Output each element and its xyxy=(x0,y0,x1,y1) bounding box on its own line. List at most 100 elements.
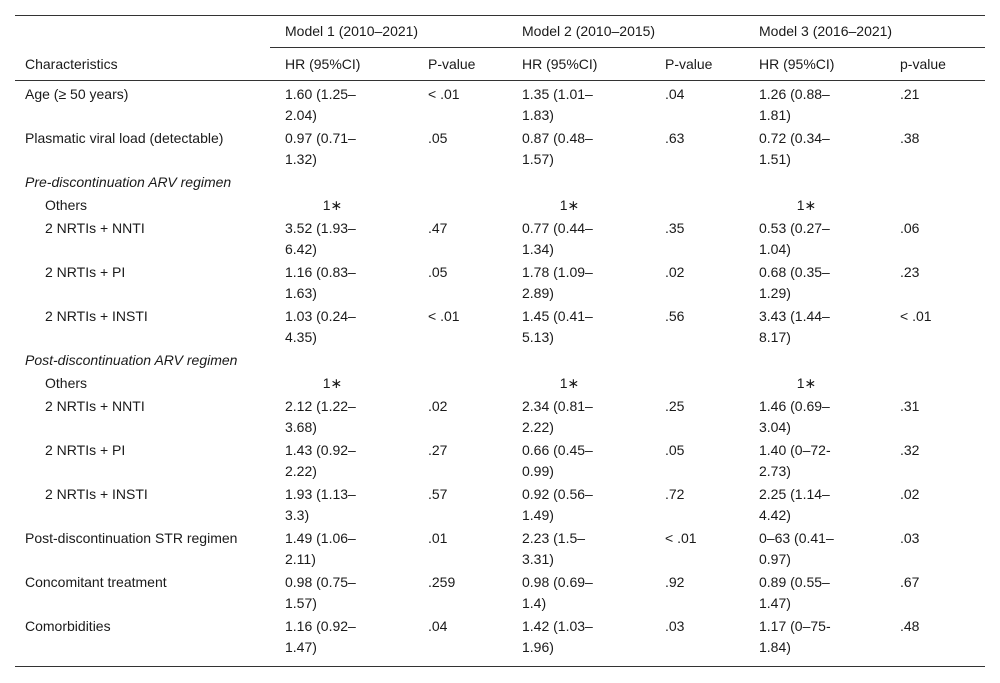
p-value-cell: .05 xyxy=(428,264,448,280)
model-header: Model 1 (2010–2021) xyxy=(285,23,419,39)
table-row: 2 NRTIs + PI 1.16 (0.83–1.63) .05 1.78 (1.0… xyxy=(25,261,985,305)
p-value-cell: .21 xyxy=(900,86,920,102)
p-value-cell: .63 xyxy=(665,130,685,146)
column-header: HR (95%CI) xyxy=(522,56,598,72)
group-rule xyxy=(270,47,985,48)
column-header: HR (95%CI) xyxy=(285,56,361,72)
hr-cell: 1∗ xyxy=(796,375,817,391)
hr-cell: 3.52 (1.93–6.42) xyxy=(285,220,356,257)
hr-cell: 2.12 (1.22–3.68) xyxy=(285,398,356,435)
hr-cell: 1.78 (1.09–2.89) xyxy=(522,264,593,301)
table-row: 2 NRTIs + INSTI 1.03 (0.24–4.35) < .01 1.45… xyxy=(25,305,985,349)
table-row: Comorbidities 1.16 (0.92–1.47) .04 1.42 (1.… xyxy=(25,615,985,659)
table-row: 2 NRTIs + INSTI 1.93 (1.13–3.3) .57 0.92 (0… xyxy=(25,483,985,527)
p-value-cell: .31 xyxy=(900,398,920,414)
p-value-cell: < .01 xyxy=(665,530,697,546)
section-heading: Pre-discontinuation ARV regimen xyxy=(25,174,232,190)
table-row: Pre-discontinuation ARV regimen xyxy=(25,171,985,194)
column-header: p-value xyxy=(900,56,946,72)
hr-cell: 1.49 (1.06–2.11) xyxy=(285,530,356,567)
column-header: P-value xyxy=(665,56,713,72)
hr-cell: 0.66 (0.45–0.99) xyxy=(522,442,593,479)
hr-cell: 1.43 (0.92–2.22) xyxy=(285,442,356,479)
hr-cell: 1∗ xyxy=(559,375,580,391)
row-label: 2 NRTIs + INSTI xyxy=(45,486,148,502)
header-rule xyxy=(15,80,985,81)
empty-cell xyxy=(665,373,759,394)
row-label: 2 NRTIs + INSTI xyxy=(45,308,148,324)
hr-cell: 0.87 (0.48–1.57) xyxy=(522,130,593,167)
p-value-cell: .38 xyxy=(900,130,920,146)
column-header: P-value xyxy=(428,56,476,72)
table-row: Post-discontinuation ARV regimen xyxy=(25,349,985,372)
header-row: Characteristics HR (95%CI) P-value HR (95%C… xyxy=(25,53,985,76)
p-value-cell: .05 xyxy=(428,130,448,146)
hr-cell: 1.60 (1.25–2.04) xyxy=(285,86,356,123)
hr-cell: 0–63 (0.41–0.97) xyxy=(759,530,834,567)
row-label: Plasmatic viral load (detectable) xyxy=(25,130,224,146)
p-value-cell: < .01 xyxy=(428,308,460,324)
table-row: Plasmatic viral load (detectable) 0.97 (0… xyxy=(25,127,985,171)
row-label: 2 NRTIs + PI xyxy=(45,264,126,280)
table-row: 2 NRTIs + NNTI 2.12 (1.22–3.68) .02 2.34 (0… xyxy=(25,395,985,439)
hr-cell: 2.25 (1.14–4.42) xyxy=(759,486,830,523)
row-label: Comorbidities xyxy=(25,618,111,634)
p-value-cell: .05 xyxy=(665,442,685,458)
hr-cell: 3.43 (1.44–8.17) xyxy=(759,308,830,345)
p-value-cell: .32 xyxy=(900,442,920,458)
p-value-cell: .259 xyxy=(428,574,456,590)
p-value-cell: .35 xyxy=(665,220,685,236)
bottom-rule xyxy=(15,666,985,667)
header-group-row: Model 1 (2010–2021) Model 2 (2010–2015) Mo… xyxy=(25,20,985,43)
hr-cell: 1∗ xyxy=(796,197,817,213)
column-header: Characteristics xyxy=(25,56,118,72)
p-value-cell: < .01 xyxy=(900,308,932,324)
row-label: Others xyxy=(45,375,88,391)
table-row: Others 1∗ 1∗ 1∗ xyxy=(25,194,985,217)
p-value-cell: .02 xyxy=(428,398,448,414)
row-label: Others xyxy=(45,197,88,213)
hr-cell: 0.98 (0.69–1.4) xyxy=(522,574,593,611)
empty-cell xyxy=(900,373,985,394)
hr-cell: 2.34 (0.81–2.22) xyxy=(522,398,593,435)
empty-cell xyxy=(428,373,522,394)
row-label: Age (≥ 50 years) xyxy=(25,86,129,102)
empty-cell xyxy=(428,195,522,216)
hr-cell: 2.23 (1.5–3.31) xyxy=(522,530,586,567)
empty-cell xyxy=(665,195,759,216)
hr-cell: 0.72 (0.34–1.51) xyxy=(759,130,830,167)
hr-cell: 1∗ xyxy=(322,375,343,391)
p-value-cell: .03 xyxy=(900,530,920,546)
spacer xyxy=(25,21,285,42)
p-value-cell: .02 xyxy=(665,264,685,280)
hr-cell: 1.26 (0.88–1.81) xyxy=(759,86,830,123)
p-value-cell: .03 xyxy=(665,618,685,634)
table-row: 2 NRTIs + PI 1.43 (0.92–2.22) .27 0.66 (0.4… xyxy=(25,439,985,483)
hr-cell: 1.16 (0.92–1.47) xyxy=(285,618,356,655)
table-row: Age (≥ 50 years) 1.60 (1.25–2.04) < .01 1.3… xyxy=(25,83,985,127)
hr-cell: 1.42 (1.03–1.96) xyxy=(522,618,593,655)
hr-cell: 0.97 (0.71–1.32) xyxy=(285,130,356,167)
p-value-cell: .56 xyxy=(665,308,685,324)
p-value-cell: .57 xyxy=(428,486,448,502)
hr-cell: 1.46 (0.69–3.04) xyxy=(759,398,830,435)
hr-cell: 1.16 (0.83–1.63) xyxy=(285,264,356,301)
model-header: Model 2 (2010–2015) xyxy=(522,23,656,39)
hr-cell: 1∗ xyxy=(322,197,343,213)
row-label: 2 NRTIs + PI xyxy=(45,442,126,458)
column-header: HR (95%CI) xyxy=(759,56,835,72)
hr-cell: 0.89 (0.55–1.47) xyxy=(759,574,830,611)
p-value-cell: < .01 xyxy=(428,86,460,102)
hr-cell: 1∗ xyxy=(559,197,580,213)
hr-cell: 1.45 (0.41–5.13) xyxy=(522,308,593,345)
hr-cell: 1.17 (0–75-1.84) xyxy=(759,618,831,655)
hr-cell: 1.93 (1.13–3.3) xyxy=(285,486,356,523)
p-value-cell: .72 xyxy=(665,486,685,502)
model-header: Model 3 (2016–2021) xyxy=(759,23,893,39)
row-label: Post-discontinuation STR regimen xyxy=(25,530,238,546)
hr-cell: 0.53 (0.27–1.04) xyxy=(759,220,830,257)
p-value-cell: .23 xyxy=(900,264,920,280)
p-value-cell: .25 xyxy=(665,398,685,414)
p-value-cell: .02 xyxy=(900,486,920,502)
row-label: 2 NRTIs + NNTI xyxy=(45,220,145,236)
